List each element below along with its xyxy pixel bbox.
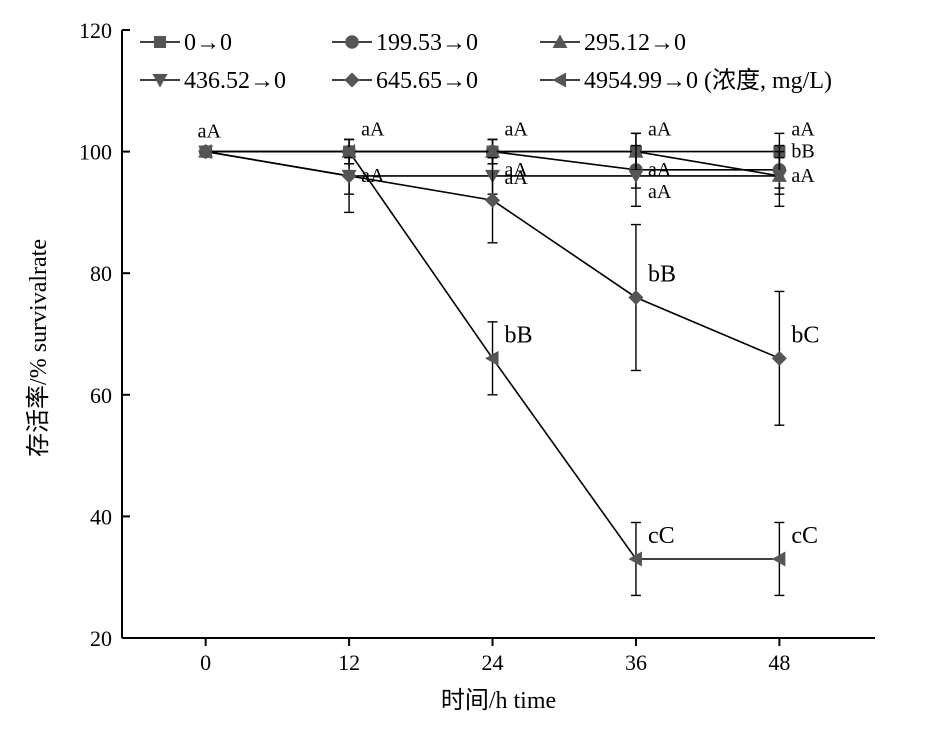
significance-label: aA — [361, 119, 385, 141]
y-tick-label: 120 — [79, 18, 112, 43]
x-tick-label: 24 — [482, 650, 504, 675]
legend-marker-1 — [345, 35, 359, 49]
legend-marker-4 — [344, 72, 360, 88]
y-tick-label: 40 — [90, 504, 112, 529]
data-point-3-3 — [628, 169, 644, 184]
data-point-2-2 — [485, 144, 501, 158]
x-tick-label: 0 — [200, 650, 211, 675]
legend-label: 436.52→0 — [184, 68, 286, 94]
significance-label: cC — [648, 523, 675, 549]
y-tick-label: 100 — [79, 140, 112, 165]
data-point-5-3 — [628, 551, 642, 567]
significance-label: aA — [648, 119, 672, 141]
y-tick-label: 80 — [90, 261, 112, 286]
data-point-5-0 — [198, 144, 212, 160]
significance-label: aA — [791, 119, 815, 141]
x-tick-label: 12 — [338, 650, 360, 675]
y-axis-title: 存活率/% survivalrate — [25, 239, 52, 457]
significance-label: aA — [505, 167, 529, 189]
legend-marker-3 — [152, 74, 168, 88]
significance-label: bB — [505, 322, 533, 348]
legend-label: 4954.99→0 (浓度, mg/L) — [584, 67, 832, 94]
data-point-5-4 — [771, 551, 786, 567]
legend-label: 645.65→0 — [376, 68, 478, 94]
significance-label: aA — [505, 159, 529, 181]
data-point-4-2 — [485, 192, 501, 208]
data-point-4-1 — [341, 168, 357, 184]
data-point-4-3 — [628, 290, 644, 306]
data-point-5-1 — [341, 144, 356, 160]
legend-label: 199.53→0 — [376, 30, 478, 56]
significance-label: bC — [791, 322, 819, 348]
significance-label: aA — [648, 159, 672, 181]
significance-label: cC — [791, 523, 818, 549]
significance-label: bB — [791, 141, 814, 163]
y-tick-label: 60 — [90, 383, 112, 408]
x-tick-label: 36 — [625, 650, 647, 675]
legend-label: 295.12→0 — [584, 30, 686, 56]
significance-label: aA — [648, 181, 672, 203]
legend-marker-0 — [154, 36, 166, 48]
legend-label: 0→0 — [184, 30, 232, 56]
significance-label: bB — [648, 262, 676, 288]
significance-label: aA — [791, 165, 815, 187]
x-axis-title: 时间/h time — [441, 687, 556, 714]
legend-marker-2 — [552, 34, 568, 48]
significance-label: aA — [361, 165, 385, 187]
data-point-3-4 — [771, 169, 787, 184]
legend-marker-5 — [552, 72, 566, 88]
significance-label: aA — [505, 119, 529, 141]
data-point-5-2 — [485, 350, 499, 366]
y-tick-label: 20 — [90, 626, 112, 651]
x-tick-label: 48 — [768, 650, 790, 675]
significance-label: aA — [198, 121, 222, 143]
data-point-4-4 — [771, 350, 787, 366]
